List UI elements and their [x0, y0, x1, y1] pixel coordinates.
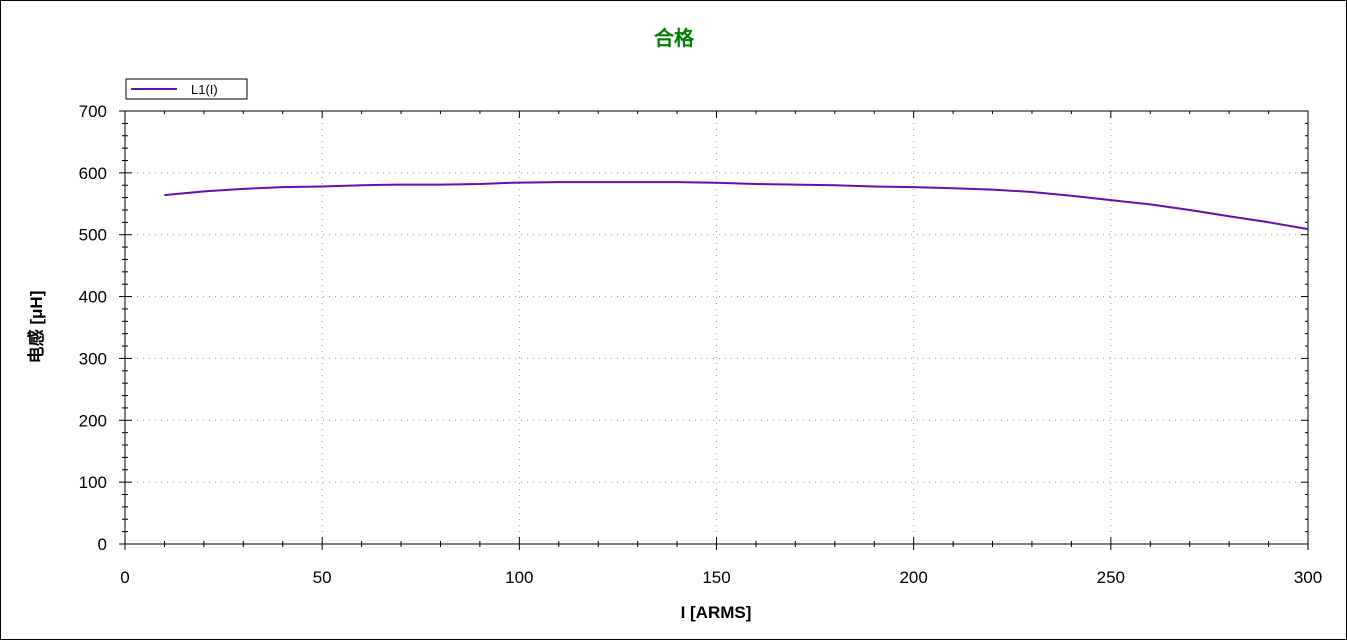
series-layer	[164, 181, 1309, 231]
x-axis-title: I [ARMS]	[681, 603, 752, 622]
legend: L1(I)	[125, 78, 248, 100]
legend-label-l1: L1(I)	[191, 82, 218, 97]
y-tick-label: 0	[98, 535, 107, 554]
y-axis-title: 电感 [μH]	[26, 291, 46, 364]
legend-box	[125, 78, 248, 100]
y-tick-label: 400	[79, 288, 107, 307]
x-tick-label: 100	[505, 568, 533, 587]
x-axis: 0 50 100 150 200 250 300	[120, 111, 1322, 587]
x-tick-label: 300	[1294, 568, 1322, 587]
x-tick-label: 0	[120, 568, 129, 587]
y-tick-label: 200	[79, 411, 107, 430]
chart-title: 合格	[654, 26, 695, 50]
y-tick-label: 700	[79, 102, 107, 121]
x-tick-label: 50	[313, 568, 332, 587]
y-axis: 0 100 200 300 400 500 600 700	[79, 102, 1308, 554]
y-tick-label: 300	[79, 349, 107, 368]
x-tick-label: 250	[1097, 568, 1125, 587]
x-tick-label: 150	[702, 568, 730, 587]
y-tick-label: 600	[79, 164, 107, 183]
y-tick-label: 100	[79, 473, 107, 492]
x-tick-label: 200	[899, 568, 927, 587]
y-tick-label: 500	[79, 226, 107, 245]
minor-ticks	[122, 111, 1308, 547]
series-line-l1	[164, 181, 1309, 231]
grid-lines	[125, 111, 1308, 544]
